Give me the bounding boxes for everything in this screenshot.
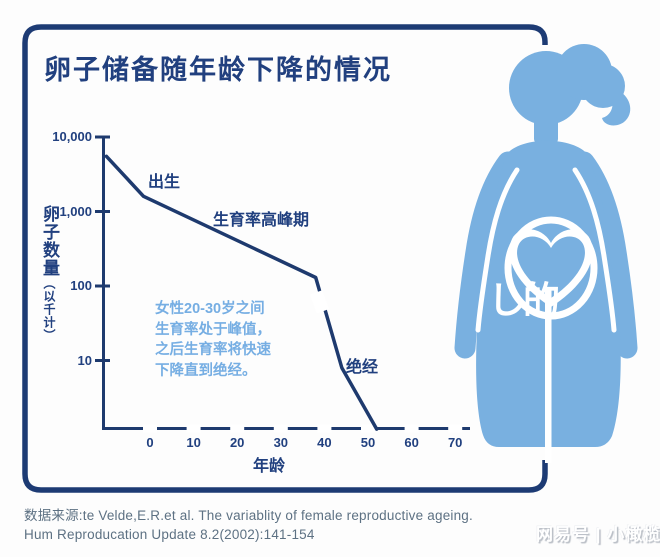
x-tick-label: 10 xyxy=(186,434,201,450)
figure-leg-slit xyxy=(545,288,552,463)
y-tick-label: 10,000 xyxy=(52,129,92,144)
x-tick-label: 70 xyxy=(447,434,463,450)
heart-icon xyxy=(517,236,585,298)
card-frame-border xyxy=(22,24,548,493)
egg-count-line xyxy=(104,154,379,431)
y-axis-title-main: 卵子数量 xyxy=(40,205,59,277)
x-tick-gap xyxy=(273,424,288,433)
data-source: 数据来源:te Velde,E.R.et al. The variablity … xyxy=(24,506,473,544)
x-tick-label: 40 xyxy=(317,434,332,450)
y-tick-label: 1,000 xyxy=(59,203,92,219)
figure-hair-curl xyxy=(602,90,631,126)
x-tick-label: 50 xyxy=(360,434,376,450)
figure-arm-gap-right xyxy=(572,167,617,333)
source-line-2: Hum Reproducation Update 8.2(2002):141-1… xyxy=(24,527,315,542)
x-tick-gap xyxy=(448,424,463,433)
page-title: 卵子储备随年龄下降的情况 xyxy=(44,55,392,85)
figure-neck xyxy=(534,116,558,144)
x-tick-gap xyxy=(317,424,332,433)
note-line-4: 下降直到绝经。 xyxy=(155,362,257,379)
y-axis-title-sub: （以千计） xyxy=(42,277,56,342)
x-tick-gap xyxy=(186,424,201,433)
x-axis-title: 年龄 xyxy=(252,458,285,475)
x-tick-gap xyxy=(361,424,375,433)
note-line-1: 女性20-30岁之间 xyxy=(155,301,265,317)
x-tick-gap xyxy=(143,424,157,433)
note-annotation: 女性20-30岁之间 生育率处于峰值， 之后生育率将快速 下降直到绝经。 xyxy=(155,299,271,381)
y-tick-label: 10 xyxy=(77,352,92,368)
annotation-birth: 出生 xyxy=(148,174,181,191)
annotation-menopause: 绝经 xyxy=(346,359,379,376)
x-tick-label: 30 xyxy=(273,434,289,450)
x-tick-label: 60 xyxy=(404,434,419,450)
x-tick-gap xyxy=(404,424,419,433)
y-axis-title: 卵子数量（以千计） xyxy=(36,205,62,370)
x-tick-label: 0 xyxy=(146,434,154,450)
figure-left-arm xyxy=(454,151,519,359)
watermark-fragment xyxy=(309,290,329,314)
source-line-1: 数据来源:te Velde,E.R.et al. The variablity … xyxy=(24,508,473,523)
x-tick-gap xyxy=(230,424,245,433)
figure-overlay-watermark: し的 xyxy=(488,280,560,321)
annotation-peak-fertility: 生育率高峰期 xyxy=(213,212,310,229)
y-tick-label: 100 xyxy=(70,278,92,293)
chart-layer xyxy=(95,135,470,433)
x-tick-label: 20 xyxy=(229,434,245,450)
figure-arm-gap-left xyxy=(475,167,520,333)
note-line-2: 生育率处于峰值， xyxy=(155,321,271,338)
pregnant-woman-figure xyxy=(454,44,638,463)
note-line-3: 之后生育率将快速 xyxy=(155,342,271,358)
publisher-watermark: 网易号 | 小橄榄 xyxy=(536,525,660,544)
